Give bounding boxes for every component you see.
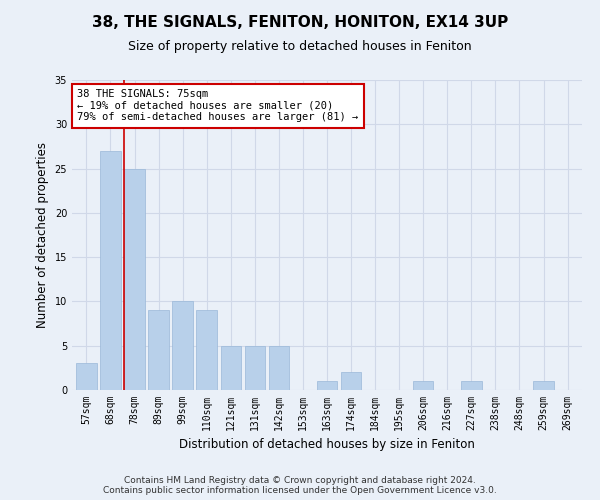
Bar — [76, 364, 97, 390]
Bar — [317, 381, 337, 390]
Text: 38 THE SIGNALS: 75sqm
← 19% of detached houses are smaller (20)
79% of semi-deta: 38 THE SIGNALS: 75sqm ← 19% of detached … — [77, 90, 358, 122]
Bar — [148, 310, 169, 390]
Text: Contains HM Land Registry data © Crown copyright and database right 2024.
Contai: Contains HM Land Registry data © Crown c… — [103, 476, 497, 495]
Bar — [196, 310, 217, 390]
Text: 38, THE SIGNALS, FENITON, HONITON, EX14 3UP: 38, THE SIGNALS, FENITON, HONITON, EX14 … — [92, 15, 508, 30]
Bar — [341, 372, 361, 390]
Text: Size of property relative to detached houses in Feniton: Size of property relative to detached ho… — [128, 40, 472, 53]
Bar — [221, 346, 241, 390]
X-axis label: Distribution of detached houses by size in Feniton: Distribution of detached houses by size … — [179, 438, 475, 452]
Bar — [100, 151, 121, 390]
Bar — [245, 346, 265, 390]
Bar — [124, 168, 145, 390]
Bar — [533, 381, 554, 390]
Y-axis label: Number of detached properties: Number of detached properties — [36, 142, 49, 328]
Bar — [172, 302, 193, 390]
Bar — [461, 381, 482, 390]
Bar — [413, 381, 433, 390]
Bar — [269, 346, 289, 390]
